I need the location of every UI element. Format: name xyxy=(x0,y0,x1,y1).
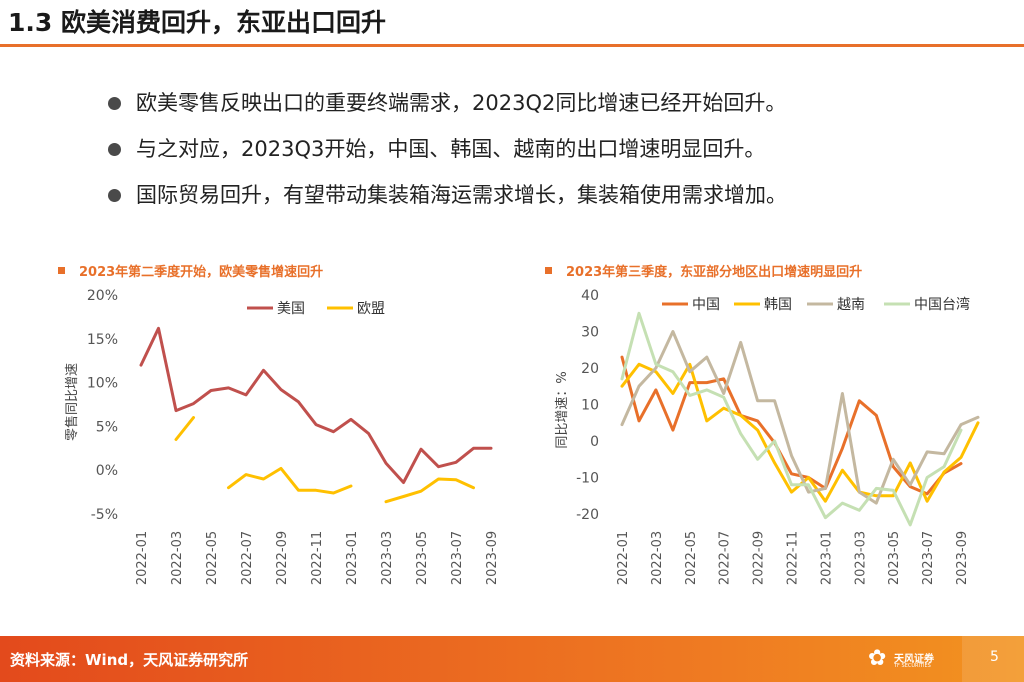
chart2-series-line-4 xyxy=(620,311,963,527)
chart-2-title: 2023年第三季度，东亚部分地区出口增速明显回升 xyxy=(545,261,862,280)
bullet-item: 与之对应，2023Q3开始，中国、韩国、越南的出口增速明显回升。 xyxy=(108,126,787,172)
chart2-x-tick-label: 2022-11 xyxy=(786,531,801,585)
retail-growth-chart: -5% 0% 5% 10% 15% 20% 零售同比增速 2022-01 2022-03 2022… xyxy=(64,288,500,585)
chart1-x-tick-label: 2022-07 xyxy=(240,531,255,585)
chart2-x-tick-label: 2022-09 xyxy=(752,531,767,585)
bullet-item: 欧美零售反映出口的重要终端需求，2023Q2同比增速已经开始回升。 xyxy=(108,80,787,126)
page-title: 1.3 欧美消费回升，东亚出口回升 xyxy=(8,8,386,37)
chart-2-title-text: 2023年第三季度，东亚部分地区出口增速明显回升 xyxy=(566,265,863,280)
chart1-y-tick-label: 5% xyxy=(96,419,118,435)
page-number: 5 xyxy=(990,649,999,665)
chart1-x-tick-label: 2022-11 xyxy=(310,531,325,585)
bullet-list: 欧美零售反映出口的重要终端需求，2023Q2同比增速已经开始回升。 与之对应，2… xyxy=(108,80,787,218)
chart1-legend-label: 美国 xyxy=(277,301,305,317)
chart2-y-tick-label: 30 xyxy=(581,325,599,341)
chart1-x-tick-label: 2023-07 xyxy=(450,531,465,585)
chart1-y-tick-label: -5% xyxy=(91,507,118,523)
bullet-text: 欧美零售反映出口的重要终端需求，2023Q2同比增速已经开始回升。 xyxy=(136,91,787,115)
chart1-y-tick-label: 15% xyxy=(87,332,118,348)
corner-decoration xyxy=(962,636,1024,682)
chart1-x-tick-label: 2023-05 xyxy=(415,531,430,585)
chart2-y-tick-label: 10 xyxy=(581,398,599,414)
chart2-legend-label: 越南 xyxy=(837,297,865,313)
footer-bar: 资料来源：Wind，天风证券研究所 ✿ 天风证券 TF SECURITIES 5 xyxy=(0,636,1024,682)
chart2-legend-label: 韩国 xyxy=(764,297,792,313)
chart1-y-axis-title: 零售同比增速 xyxy=(64,363,80,441)
chart2-x-tick-label: 2022-05 xyxy=(684,531,699,585)
chart2-x-tick-label: 2022-07 xyxy=(718,531,733,585)
chart2-x-tick-label: 2023-09 xyxy=(955,531,970,585)
chart2-y-axis-title: 同比增速：% xyxy=(555,371,570,448)
chart1-series-line-1 xyxy=(139,326,493,484)
bullet-dot-icon xyxy=(108,189,121,202)
chart1-series-line-2 xyxy=(174,416,475,504)
chart2-y-tick-label: 0 xyxy=(590,434,599,450)
logo-brand-text: 天风证券 xyxy=(894,654,934,665)
export-growth-chart: -20 -10 0 10 20 30 40 同比增速：% 2022-01 2022-03 2022-… xyxy=(555,288,980,585)
chart1-x-tick-label: 2023-09 xyxy=(485,531,500,585)
chart1-legend-label: 欧盟 xyxy=(357,301,385,317)
chart2-x-tick-label: 2023-01 xyxy=(819,531,834,585)
chart1-x-tick-label: 2022-01 xyxy=(135,531,150,585)
flower-logo-icon: ✿ xyxy=(868,646,887,671)
company-logo: ✿ 天风证券 TF SECURITIES xyxy=(868,644,948,676)
chart2-series-line-3 xyxy=(620,330,980,505)
chart-1-title: 2023年第二季度开始，欧美零售增速回升 xyxy=(58,261,323,280)
bullet-text: 与之对应，2023Q3开始，中国、韩国、越南的出口增速明显回升。 xyxy=(136,137,766,161)
square-bullet-icon xyxy=(545,267,552,274)
chart2-y-tick-label: 20 xyxy=(581,361,599,377)
chart2-x-tick-label: 2022-01 xyxy=(616,531,631,585)
chart2-x-tick-label: 2023-03 xyxy=(853,531,868,585)
chart2-x-tick-label: 2023-07 xyxy=(921,531,936,585)
chart2-x-tick-label: 2022-03 xyxy=(650,531,665,585)
source-note: 资料来源：Wind，天风证券研究所 xyxy=(10,651,249,669)
bullet-item: 国际贸易回升，有望带动集装箱海运需求增长，集装箱使用需求增加。 xyxy=(108,172,787,218)
square-bullet-icon xyxy=(58,267,65,274)
chart2-y-tick-label: 40 xyxy=(581,288,599,304)
chart2-legend-label: 中国 xyxy=(692,297,720,313)
logo-brand-en-text: TF SECURITIES xyxy=(894,663,931,669)
chart2-y-tick-label: -10 xyxy=(576,471,599,487)
chart2-y-tick-label: -20 xyxy=(576,507,599,523)
chart1-x-tick-label: 2023-01 xyxy=(345,531,360,585)
bullet-text: 国际贸易回升，有望带动集装箱海运需求增长，集装箱使用需求增加。 xyxy=(136,183,787,207)
chart1-x-tick-label: 2022-05 xyxy=(205,531,220,585)
bullet-dot-icon xyxy=(108,143,121,156)
chart1-x-tick-label: 2022-09 xyxy=(275,531,290,585)
chart2-series-line-1 xyxy=(620,355,963,496)
chart2-legend-label: 中国台湾 xyxy=(914,296,970,313)
chart1-y-tick-label: 0% xyxy=(96,463,118,479)
chart1-x-tick-label: 2023-03 xyxy=(380,531,395,585)
title-underline xyxy=(0,44,1024,47)
chart1-y-tick-label: 10% xyxy=(87,376,118,392)
chart1-y-tick-label: 20% xyxy=(87,288,118,304)
chart2-x-tick-label: 2023-05 xyxy=(887,531,902,585)
bullet-dot-icon xyxy=(108,97,121,110)
chart-1-title-text: 2023年第二季度开始，欧美零售增速回升 xyxy=(79,265,324,280)
chart1-x-tick-label: 2022-03 xyxy=(170,531,185,585)
